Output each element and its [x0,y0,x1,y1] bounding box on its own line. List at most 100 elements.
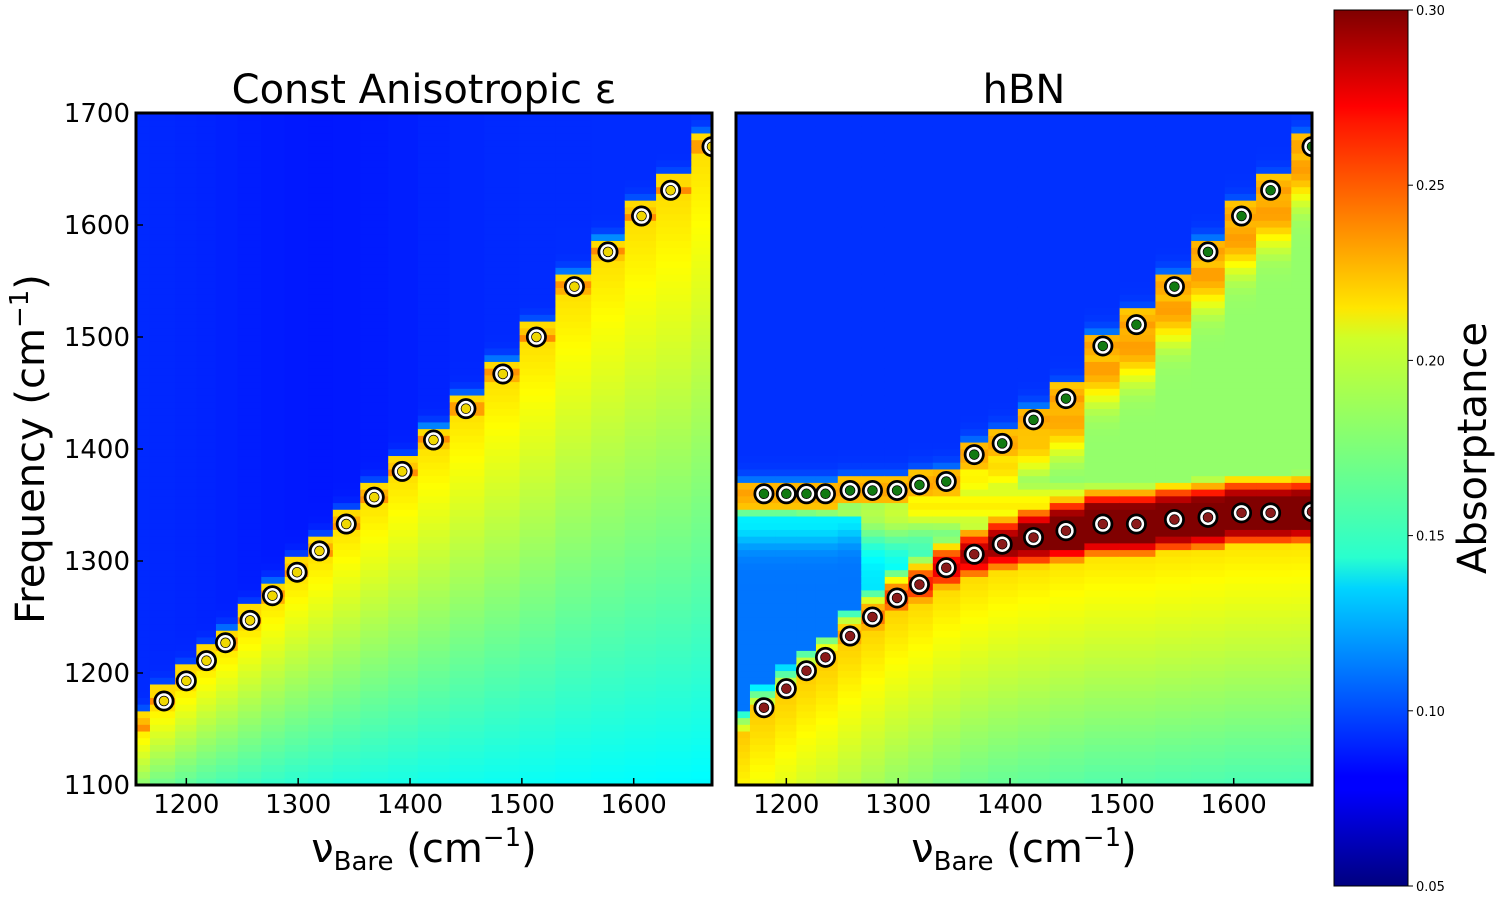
data-marker [1166,511,1183,528]
heat-cell [332,267,361,275]
heat-cell [1224,374,1257,383]
heat-cell [591,206,626,215]
heat-cell [1155,710,1192,719]
heat-cell [360,697,389,705]
heat-cell [775,233,797,241]
heat-cell [796,287,817,295]
heat-cell [332,126,361,134]
heat-cell [555,771,592,779]
heat-cell [136,482,151,490]
heat-cell [149,717,176,725]
heat-cell [884,683,909,692]
heat-cell [656,549,692,557]
data-marker [217,635,234,651]
heat-cell [417,354,451,362]
heat-cell [136,562,151,571]
heat-cell [796,589,817,598]
heat-cell [149,146,176,154]
heat-cell [237,556,262,564]
heat-cell [1119,273,1157,282]
heat-cell [908,724,934,732]
heat-cell [736,173,751,181]
heat-cell [796,159,817,168]
heat-cell [1155,529,1192,537]
heat-cell [175,616,197,625]
heat-cell [932,220,961,228]
heat-cell [1291,341,1312,349]
heat-cell [388,549,419,557]
heat-cell [656,421,692,430]
heat-cell [656,132,692,141]
heat-cell [656,448,692,457]
heat-cell [332,569,361,577]
heat-cell [388,757,419,766]
heat-cell [1084,113,1121,121]
heat-cell [815,522,839,530]
heat-cell [261,368,286,376]
heat-cell [196,153,217,161]
heat-cell [1084,240,1121,248]
heat-cell [736,139,751,147]
heat-cell [237,374,262,383]
heat-cell [484,381,521,389]
heat-cell [1191,468,1226,477]
heat-cell [1084,260,1121,268]
heat-cell [736,556,751,564]
heat-cell [215,724,239,732]
data-marker [889,590,905,606]
heat-cell [237,562,262,571]
heat-cell [837,126,862,134]
heat-cell [308,354,334,362]
heat-cell [215,448,239,457]
heat-cell [149,556,176,564]
heat-cell [1119,663,1157,672]
heat-cell [261,280,286,289]
heat-cell [1191,495,1226,504]
heat-cell [1119,253,1157,262]
heat-cell [1191,441,1226,450]
heat-cell [1224,657,1257,665]
heat-cell [1291,657,1312,665]
heat-cell [149,153,176,161]
heat-cell [691,441,712,450]
heat-cell [449,764,485,772]
heat-cell [215,132,239,141]
heat-cell [196,220,217,228]
heat-cell [136,556,151,564]
heat-cell [796,690,817,698]
heat-cell [237,300,262,309]
heat-cell [308,636,334,645]
heat-cell [1291,267,1312,275]
heat-cell [736,448,751,457]
heat-cell [988,522,1019,530]
heat-cell [332,321,361,329]
heat-cell [555,589,592,598]
heat-cell [1119,113,1157,121]
heat-cell [196,146,217,154]
heat-cell [1224,321,1257,329]
heat-cell [1017,697,1051,705]
heat-cell [1256,341,1292,349]
heat-cell [749,146,776,154]
heat-cell [837,300,862,309]
heat-cell [1224,448,1257,457]
heat-cell [1155,300,1192,309]
heat-cell [960,536,989,544]
heat-cell [960,347,989,356]
heat-cell [284,267,309,275]
heat-cell [175,455,197,463]
heat-cell [215,670,239,678]
heat-cell [237,475,262,483]
heat-cell [484,273,521,282]
heat-cell [1224,556,1257,564]
heat-cell [388,710,419,719]
x-tick-label: 1400 [377,790,443,820]
data-marker [994,536,1010,552]
heat-cell [215,515,239,524]
heat-cell [1084,677,1121,685]
heat-cell [932,213,961,221]
heat-cell [591,724,626,732]
heat-cell [861,583,886,591]
heat-cell [484,159,521,168]
heat-cell [1224,643,1257,651]
